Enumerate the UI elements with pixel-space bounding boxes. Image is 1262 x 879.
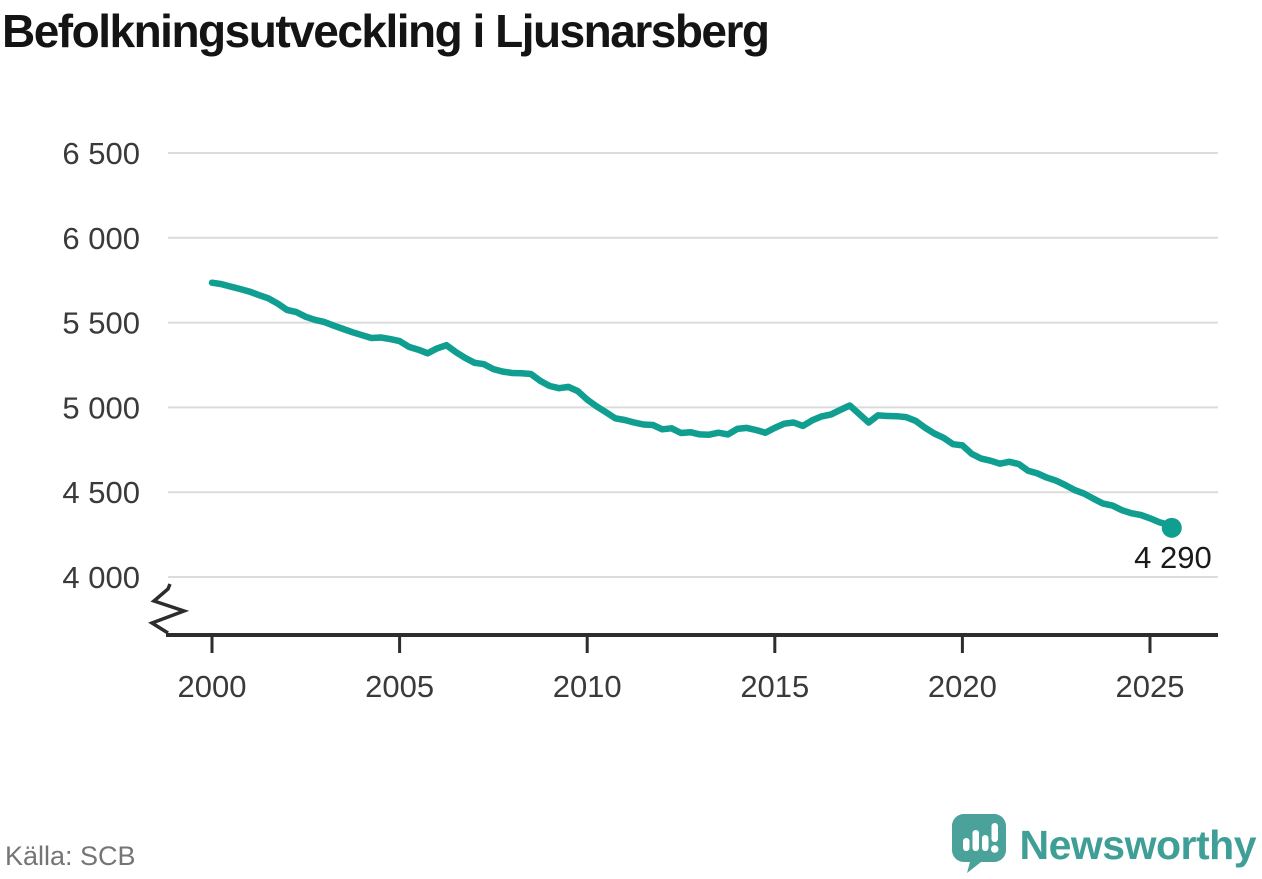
x-tick-label: 2020 bbox=[928, 669, 997, 704]
axis-break-icon bbox=[148, 583, 190, 635]
y-tick-label: 5 000 bbox=[62, 390, 140, 425]
population-line bbox=[208, 279, 1176, 532]
x-tick-label: 2025 bbox=[1116, 669, 1185, 704]
y-tick-label: 6 500 bbox=[62, 136, 140, 171]
y-tick-label: 4 000 bbox=[62, 560, 140, 595]
last-value-label: 4 290 bbox=[1134, 540, 1212, 575]
page-title: Befolkningsutveckling i Ljusnarsberg bbox=[2, 5, 770, 57]
y-tick-label: 5 500 bbox=[62, 306, 140, 341]
y-tick-label: 4 500 bbox=[62, 475, 140, 510]
x-tick-label: 2015 bbox=[740, 669, 809, 704]
x-tick-label: 2010 bbox=[553, 669, 622, 704]
y-tick-label: 6 000 bbox=[62, 221, 140, 256]
last-value-dot bbox=[1161, 517, 1182, 538]
newsworthy-chart-bubble-icon bbox=[951, 812, 1007, 879]
newsworthy-logo: Newsworthy bbox=[951, 812, 1257, 879]
x-tick-label: 2000 bbox=[178, 669, 247, 704]
source-caption: Källa: SCB bbox=[5, 841, 136, 871]
newsworthy-wordmark: Newsworthy bbox=[1019, 822, 1257, 868]
x-tick-label: 2005 bbox=[365, 669, 434, 704]
